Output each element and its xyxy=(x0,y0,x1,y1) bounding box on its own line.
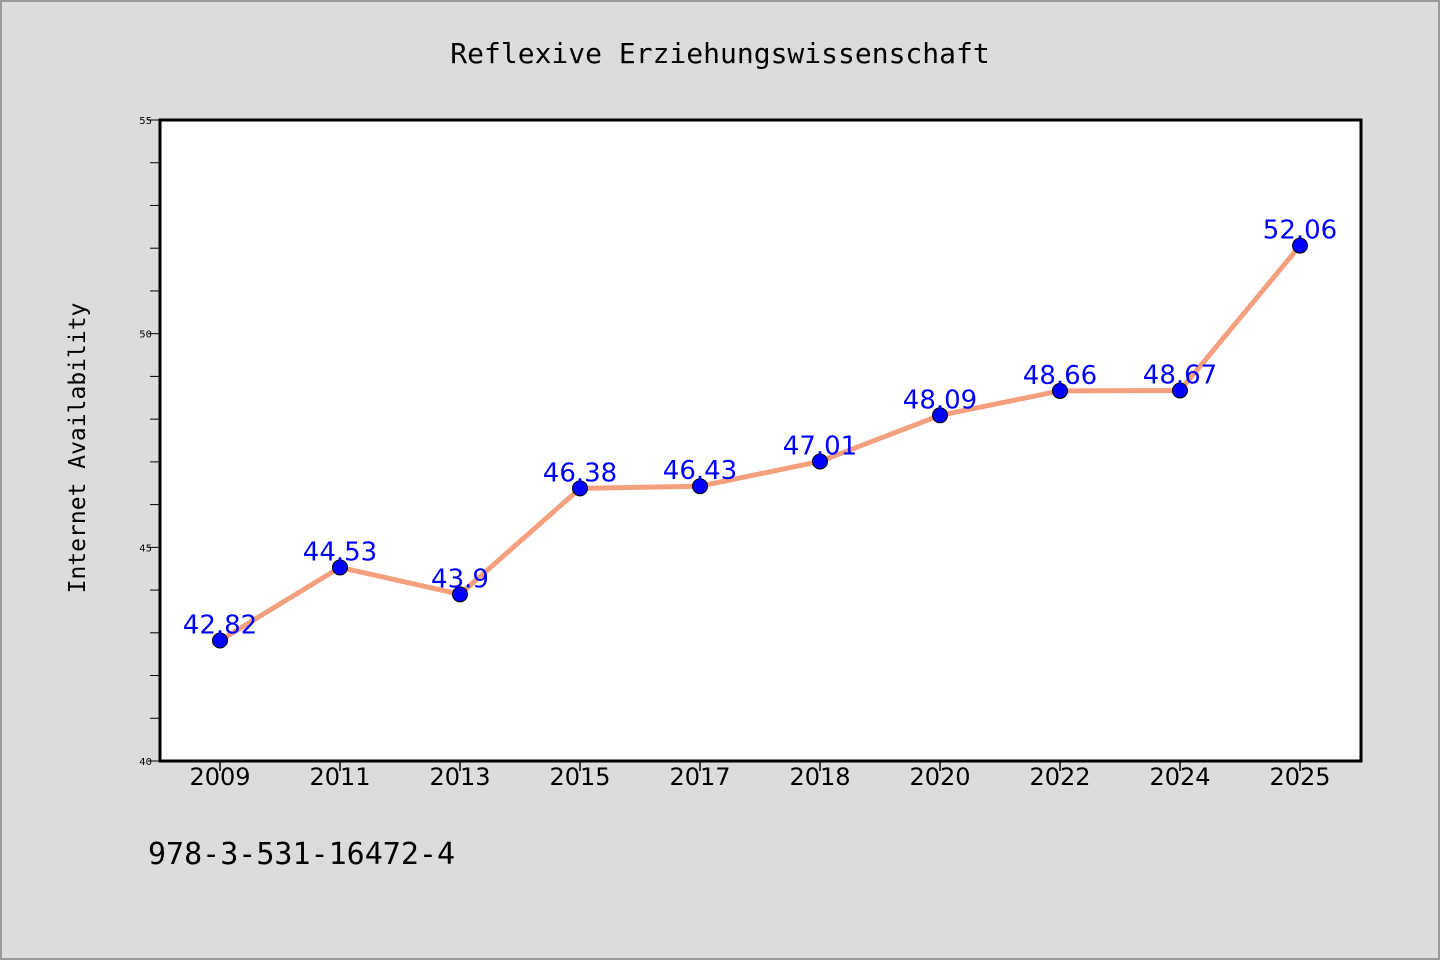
data-point-marker xyxy=(932,407,948,424)
y-axis-label: Internet Availability xyxy=(65,303,91,594)
data-point-marker xyxy=(572,480,588,497)
x-tick-label: 2015 xyxy=(549,763,610,791)
x-tick-label: 2024 xyxy=(1149,763,1210,791)
data-value-label: 43.9 xyxy=(431,564,489,594)
plot-area xyxy=(158,118,1363,763)
y-axis-ticks: 40 45 50 55 xyxy=(139,116,160,768)
data-point-marker xyxy=(1052,382,1068,399)
x-tick-label: 2017 xyxy=(669,763,730,791)
x-tick-label: 2020 xyxy=(909,763,970,791)
data-value-label: 44.53 xyxy=(303,537,377,567)
data-value-label: 47.01 xyxy=(783,431,857,461)
data-value-label: 48.09 xyxy=(903,385,977,415)
x-tick-label: 2022 xyxy=(1029,763,1090,791)
chart-title: Reflexive Erziehungswissenschaft xyxy=(450,37,989,70)
data-point-marker xyxy=(812,453,828,470)
data-labels: 42.82 44.53 43.9 46.38 46.43 47.01 48.09 48.66 4… xyxy=(183,216,1337,641)
data-point-marker xyxy=(212,632,228,649)
data-value-label: 42.82 xyxy=(183,610,257,640)
footnote-isbn: 978-3-531-16472-4 xyxy=(148,837,455,872)
data-value-label: 48.67 xyxy=(1143,361,1217,391)
data-value-label: 46.43 xyxy=(663,456,737,486)
x-tick-label: 2025 xyxy=(1269,763,1330,791)
data-point-marker xyxy=(1292,237,1308,254)
data-value-label: 46.38 xyxy=(543,458,617,488)
data-point-marker xyxy=(1172,382,1188,399)
data-markers xyxy=(212,237,1308,649)
x-tick-label: 2018 xyxy=(789,763,850,791)
y-tick-label: 45 xyxy=(139,543,152,554)
series-line xyxy=(217,243,1303,643)
x-tick-label: 2011 xyxy=(309,763,370,791)
x-axis-ticks: 2009 2011 2013 2015 2017 2018 2020 2022 2024 2025 xyxy=(189,761,1331,791)
y-tick-label: 50 xyxy=(139,330,152,341)
data-point-marker xyxy=(452,586,468,603)
y-tick-label: 40 xyxy=(139,757,152,768)
data-value-label: 52.06 xyxy=(1263,216,1337,246)
data-point-marker xyxy=(332,559,348,576)
data-point-marker xyxy=(692,478,708,495)
x-tick-label: 2013 xyxy=(429,763,490,791)
y-tick-label: 55 xyxy=(139,116,152,127)
x-tick-label: 2009 xyxy=(189,763,250,791)
data-value-label: 48.66 xyxy=(1023,361,1097,391)
